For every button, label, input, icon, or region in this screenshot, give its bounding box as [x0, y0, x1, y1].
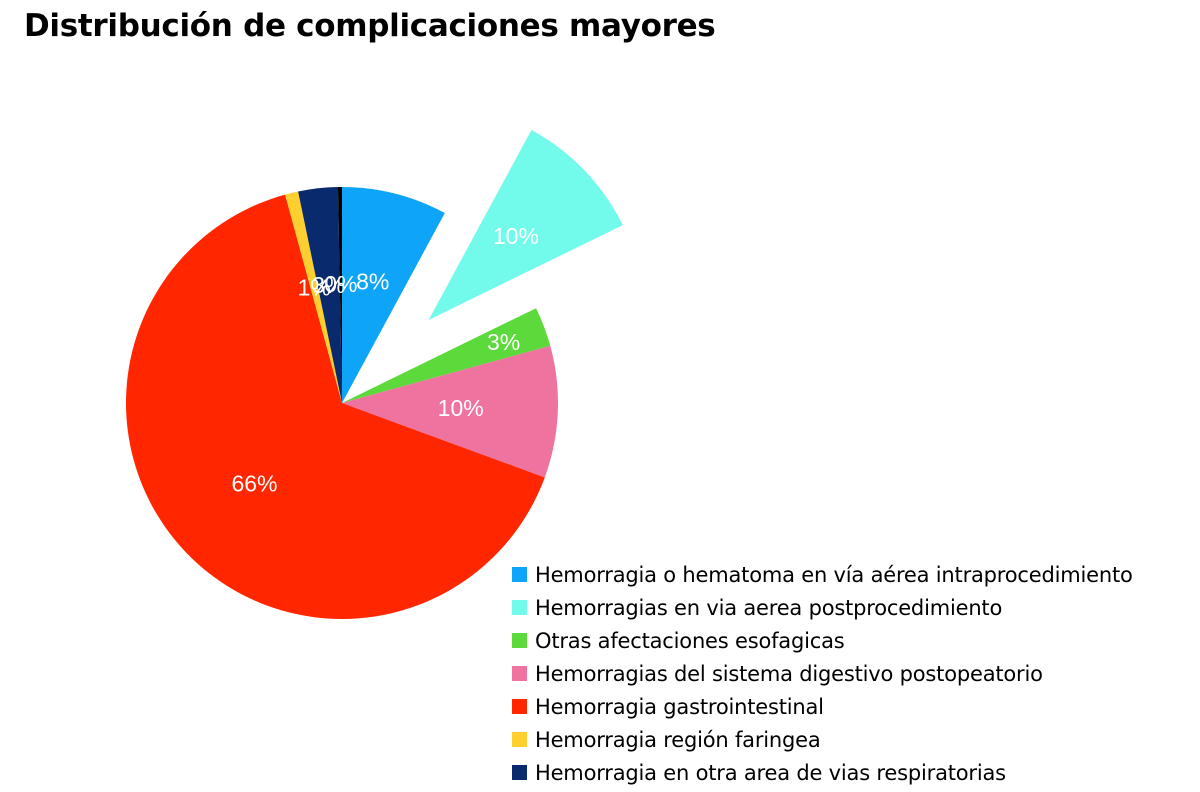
pie-data-label: 3% — [312, 272, 345, 298]
chart-legend: Hemorragia o hematoma en vía aérea intra… — [512, 558, 1192, 789]
legend-item: Hemorragias en via aerea postprocedimien… — [512, 591, 1192, 624]
pie-data-label: 10% — [438, 395, 484, 421]
pie-data-label: 8% — [356, 269, 389, 295]
pie-data-label: 3% — [487, 329, 520, 355]
legend-item: Otras afectaciones esofagicas — [512, 624, 1192, 657]
legend-item: Hemorragia gastrointestinal — [512, 690, 1192, 723]
legend-label: Hemorragia gastrointestinal — [535, 694, 824, 719]
legend-label: Hemorragias en via aerea postprocedimien… — [535, 595, 1003, 620]
legend-item: Hemorragia en otra area de vias respirat… — [512, 756, 1192, 789]
legend-label: Hemorragia o hematoma en vía aérea intra… — [535, 562, 1133, 587]
legend-item: Hemorragias del sistema digestivo postop… — [512, 657, 1192, 690]
chart-title: Distribución de complicaciones mayores — [24, 8, 716, 44]
pie-data-labels: 8%10%3%10%66%1%3%0% — [231, 223, 538, 496]
legend-label: Hemorragia región faringea — [535, 727, 821, 752]
pie-data-label: 1% — [298, 274, 331, 300]
pie-data-label: 66% — [231, 470, 277, 496]
pie-slice-other-7 — [337, 187, 342, 403]
pie-slice-hemorragias-en-via-aerea-postprocedimiento — [428, 129, 623, 320]
legend-item: Hemorragia o hematoma en vía aérea intra… — [512, 558, 1192, 591]
pie-slice-hemorragias-del-sistema-digestivo-postopeatorio — [342, 345, 558, 478]
legend-label: Hemorragias del sistema digestivo postop… — [535, 661, 1043, 686]
legend-swatch — [512, 633, 527, 648]
legend-swatch — [512, 699, 527, 714]
legend-swatch — [512, 732, 527, 747]
pie-slice-hemorragia-region-faringea — [285, 191, 342, 403]
pie-slice-hemorragia-o-hematoma-en-via-aerea-intraprocedimiento — [342, 187, 445, 403]
legend-swatch — [512, 567, 527, 582]
pie-data-label: 10% — [493, 223, 539, 249]
legend-label: Hemorragia en otra area de vias respirat… — [535, 760, 1006, 785]
legend-swatch — [512, 600, 527, 615]
pie-slice-hemorragia-gastrointestinal — [125, 194, 545, 619]
pie-slice-otras-afectaciones-esofagicas — [342, 308, 551, 403]
legend-swatch — [512, 666, 527, 681]
legend-item: Hemorragia región faringea — [512, 723, 1192, 756]
pie-data-label: 0% — [324, 271, 357, 297]
legend-swatch — [512, 765, 527, 780]
pie-slice-hemorragia-en-otra-area-de-vias-respiratorias — [298, 187, 342, 403]
legend-label: Otras afectaciones esofagicas — [535, 628, 845, 653]
pie-slices — [125, 129, 623, 619]
